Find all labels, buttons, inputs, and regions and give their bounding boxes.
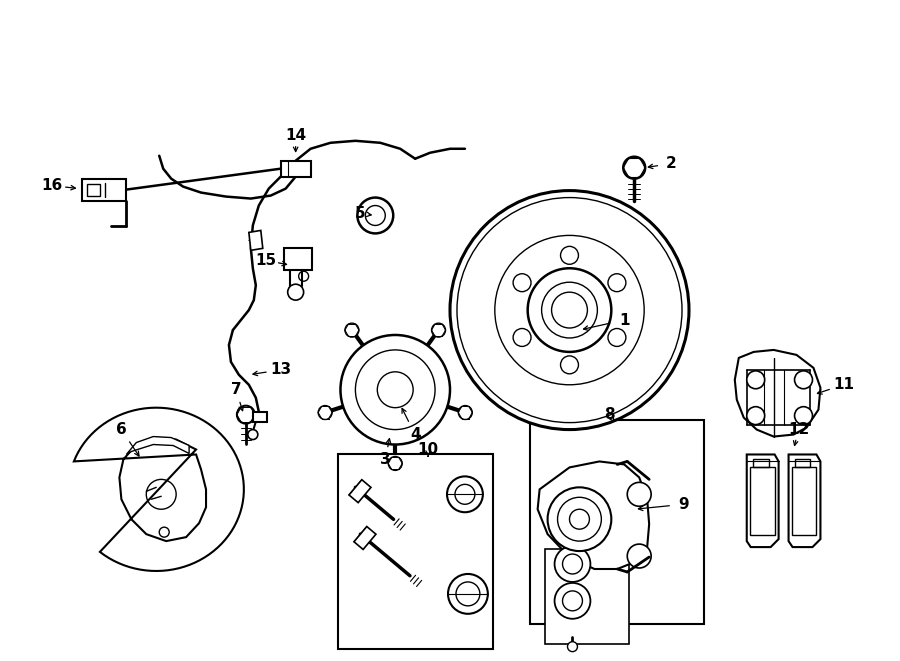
Circle shape <box>513 329 531 346</box>
Text: 16: 16 <box>41 178 62 193</box>
Text: 8: 8 <box>604 407 615 422</box>
Bar <box>82 178 126 200</box>
Circle shape <box>747 371 765 389</box>
Bar <box>86 184 101 196</box>
Circle shape <box>627 483 652 506</box>
Circle shape <box>447 477 483 512</box>
Bar <box>792 467 816 535</box>
Polygon shape <box>537 461 649 569</box>
Circle shape <box>624 157 645 178</box>
Circle shape <box>527 268 611 352</box>
Polygon shape <box>126 436 189 455</box>
Circle shape <box>345 323 359 337</box>
Circle shape <box>450 190 689 430</box>
Circle shape <box>357 198 393 233</box>
Text: 5: 5 <box>356 206 365 221</box>
Circle shape <box>288 284 303 300</box>
Polygon shape <box>248 231 263 251</box>
Bar <box>750 467 775 535</box>
Text: 7: 7 <box>230 382 241 397</box>
Circle shape <box>248 430 257 440</box>
Circle shape <box>554 546 590 582</box>
Bar <box>544 549 629 644</box>
Text: 11: 11 <box>832 377 854 392</box>
Circle shape <box>795 407 813 424</box>
Circle shape <box>554 583 590 619</box>
Polygon shape <box>734 350 821 436</box>
Circle shape <box>608 329 626 346</box>
Bar <box>795 459 811 467</box>
Circle shape <box>747 407 765 424</box>
Text: 9: 9 <box>679 497 689 512</box>
Text: 6: 6 <box>116 422 127 437</box>
Polygon shape <box>354 527 376 549</box>
Circle shape <box>432 323 446 337</box>
Text: 13: 13 <box>270 362 292 377</box>
Text: 3: 3 <box>380 452 391 467</box>
Polygon shape <box>74 408 244 571</box>
Bar <box>338 455 493 648</box>
Circle shape <box>627 544 652 568</box>
Text: 12: 12 <box>788 422 809 437</box>
Circle shape <box>568 642 578 652</box>
Text: 1: 1 <box>619 313 629 328</box>
Text: 2: 2 <box>666 156 677 171</box>
Bar <box>530 420 704 624</box>
Text: 10: 10 <box>418 442 438 457</box>
Circle shape <box>513 274 531 292</box>
Circle shape <box>388 457 402 471</box>
Circle shape <box>547 487 611 551</box>
Bar <box>284 249 311 270</box>
Polygon shape <box>349 480 371 502</box>
Circle shape <box>448 574 488 614</box>
Circle shape <box>340 335 450 444</box>
Text: 14: 14 <box>285 128 306 143</box>
Circle shape <box>608 274 626 292</box>
Bar <box>281 161 310 176</box>
Circle shape <box>319 406 332 420</box>
Bar <box>752 459 769 467</box>
Circle shape <box>561 247 579 264</box>
Polygon shape <box>788 455 821 547</box>
Bar <box>253 412 266 422</box>
Polygon shape <box>747 455 778 547</box>
Text: 4: 4 <box>410 427 420 442</box>
Circle shape <box>237 406 255 424</box>
Circle shape <box>458 406 473 420</box>
Text: 15: 15 <box>256 253 276 268</box>
Circle shape <box>561 356 579 374</box>
Circle shape <box>795 371 813 389</box>
